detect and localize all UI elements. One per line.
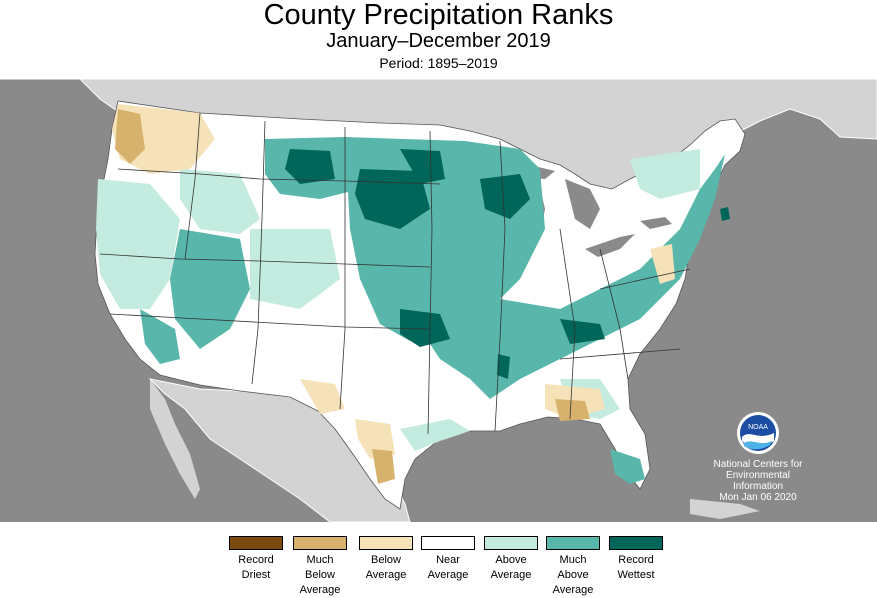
legend-item-much-above: Much Above Average — [542, 536, 604, 598]
legend-label: Above — [557, 569, 589, 581]
legend-swatch-record-driest — [229, 536, 283, 550]
legend-label: Average — [490, 569, 532, 581]
precip-above-regions — [96, 149, 700, 451]
noaa-org-line1: National Centers for — [713, 459, 803, 470]
noaa-logo-icon: NOAA — [737, 412, 779, 454]
legend-swatch-above — [484, 536, 538, 550]
legend-label: Much — [559, 554, 587, 566]
legend: Record Driest Much Below Average Below A… — [0, 536, 877, 597]
legend-label: Average — [365, 569, 407, 581]
noaa-date: Mon Jan 06 2020 — [719, 492, 797, 503]
map-title: County Precipitation Ranks — [263, 0, 614, 31]
legend-label: Record — [238, 554, 274, 566]
legend-label: Driest — [241, 569, 271, 581]
legend-swatch-much-below — [293, 536, 347, 550]
legend-item-record-driest: Record Driest — [225, 536, 287, 583]
baja-land — [150, 379, 200, 499]
lake-huron — [565, 179, 600, 229]
legend-label: Wettest — [617, 569, 655, 581]
legend-item-near: Near Average — [417, 536, 479, 583]
lake-ontario — [640, 217, 672, 229]
legend-label: Average — [299, 584, 341, 596]
legend-swatch-record-wettest — [609, 536, 663, 550]
legend-label: Average — [552, 584, 594, 596]
map-subtitle: January–December 2019 — [326, 30, 551, 52]
cuba-bahamas-land — [690, 499, 760, 519]
legend-label: Below — [371, 554, 401, 566]
map-period: Period: 1895–2019 — [379, 55, 498, 71]
us-county-map — [0, 79, 877, 522]
legend-label: Average — [427, 569, 469, 581]
legend-item-much-below: Much Below Average — [289, 536, 351, 598]
legend-label: Near — [436, 554, 460, 566]
legend-label: Record — [618, 554, 654, 566]
precip-much-below-regions — [115, 109, 590, 484]
title-block: County Precipitation Ranks January–Decem… — [0, 0, 877, 72]
state-borders — [99, 112, 691, 435]
legend-swatch-below — [359, 536, 413, 550]
legend-label: Above — [495, 554, 527, 566]
legend-item-above: Above Average — [480, 536, 542, 583]
noaa-credit: NOAA National Centers for Environmental … — [706, 411, 810, 503]
map-area: NOAA National Centers for Environmental … — [0, 79, 877, 522]
legend-label: Much — [306, 554, 334, 566]
legend-swatch-much-above — [546, 536, 600, 550]
noaa-org-line3: Information — [732, 481, 784, 492]
legend-label: Below — [305, 569, 335, 581]
legend-swatch-near — [421, 536, 475, 550]
noaa-org-line2: Environmental — [726, 470, 790, 481]
legend-item-below: Below Average — [355, 536, 417, 583]
precip-record-wettest-regions — [285, 149, 730, 379]
legend-item-record-wettest: Record Wettest — [605, 536, 667, 583]
lake-erie — [585, 234, 635, 257]
noaa-logo-text: NOAA — [748, 424, 768, 431]
